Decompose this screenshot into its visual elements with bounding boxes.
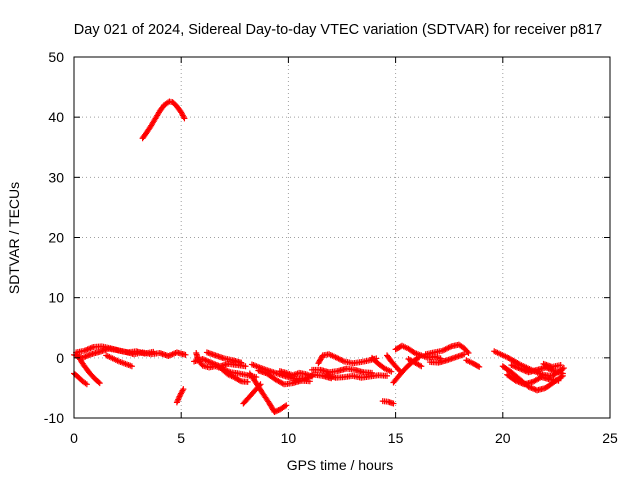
- data-track-8: [191, 356, 249, 370]
- data-point: [83, 381, 90, 388]
- x-axis-label: GPS time / hours: [287, 457, 394, 473]
- data-point: [180, 386, 187, 393]
- data-point: [283, 402, 290, 409]
- y-axis-ticks: -10 0 10 20 30 40 50: [44, 49, 610, 426]
- data-point: [474, 363, 481, 370]
- data-points: [71, 98, 567, 415]
- data-track-3: [103, 352, 135, 370]
- x-tick-label: 15: [388, 430, 404, 446]
- data-track-6: [173, 386, 187, 406]
- data-track-4: [71, 370, 90, 388]
- data-point: [274, 407, 281, 414]
- data-point: [559, 370, 566, 377]
- data-point: [150, 348, 157, 355]
- data-point: [557, 362, 564, 369]
- data-point: [272, 408, 279, 415]
- data-track-22: [384, 352, 403, 375]
- data-track-18: [323, 372, 391, 381]
- data-point: [437, 355, 444, 362]
- y-tick-label: 30: [48, 169, 64, 185]
- y-tick-label: 20: [48, 230, 64, 246]
- data-point: [271, 408, 278, 415]
- x-tick-label: 5: [177, 430, 185, 446]
- data-point: [465, 350, 472, 357]
- data-point: [96, 380, 103, 387]
- data-track-2: [73, 343, 157, 357]
- data-track-19: [369, 354, 395, 375]
- data-point: [236, 377, 243, 384]
- data-track-17: [308, 365, 376, 376]
- y-tick-label: 40: [48, 109, 64, 125]
- data-track-26: [426, 351, 468, 366]
- data-point: [244, 378, 251, 385]
- data-track-12: [246, 370, 290, 415]
- y-axis-label: SDTVAR / TECUs: [6, 182, 22, 294]
- data-point: [461, 351, 468, 358]
- data-track-5: [75, 353, 103, 387]
- grid: [74, 57, 610, 418]
- y-tick-label: 0: [56, 350, 64, 366]
- data-point: [396, 368, 403, 375]
- data-track-32: [540, 360, 564, 370]
- data-point: [395, 366, 402, 373]
- x-tick-label: 25: [602, 430, 618, 446]
- data-track-27: [463, 357, 483, 370]
- data-track-14: [255, 367, 313, 388]
- data-track-30: [504, 371, 562, 388]
- y-tick-label: -10: [44, 410, 64, 426]
- x-tick-label: 0: [70, 430, 78, 446]
- data-point: [182, 351, 189, 358]
- data-track-23: [392, 342, 444, 362]
- x-tick-label: 20: [495, 430, 511, 446]
- data-track-0: [139, 98, 188, 142]
- data-point: [390, 400, 397, 407]
- chart-title: Day 021 of 2024, Sidereal Day-to-day VTE…: [74, 22, 602, 38]
- data-point: [306, 378, 313, 385]
- data-point: [384, 372, 391, 379]
- data-point: [281, 403, 288, 410]
- data-point: [464, 348, 471, 355]
- data-point: [242, 363, 249, 370]
- data-point: [308, 373, 315, 380]
- data-track-16: [315, 351, 380, 367]
- data-point: [95, 379, 102, 386]
- data-track-11: [218, 366, 251, 385]
- x-tick-label: 10: [281, 430, 297, 446]
- data-point: [238, 359, 245, 366]
- data-track-15: [276, 368, 315, 380]
- data-point: [128, 363, 135, 370]
- y-tick-label: 10: [48, 290, 64, 306]
- data-point: [560, 365, 567, 372]
- data-track-21: [390, 354, 423, 386]
- data-track-9: [203, 349, 245, 366]
- data-track-20: [379, 398, 397, 407]
- data-point: [555, 377, 562, 384]
- data-track-24: [405, 356, 425, 370]
- data-point: [388, 368, 395, 375]
- data-point: [181, 115, 188, 122]
- data-point: [476, 363, 483, 370]
- y-tick-label: 50: [48, 49, 64, 65]
- data-point: [418, 363, 425, 370]
- x-axis-ticks: 0 5 10 15 20 25: [70, 57, 618, 446]
- data-track-25: [422, 341, 472, 358]
